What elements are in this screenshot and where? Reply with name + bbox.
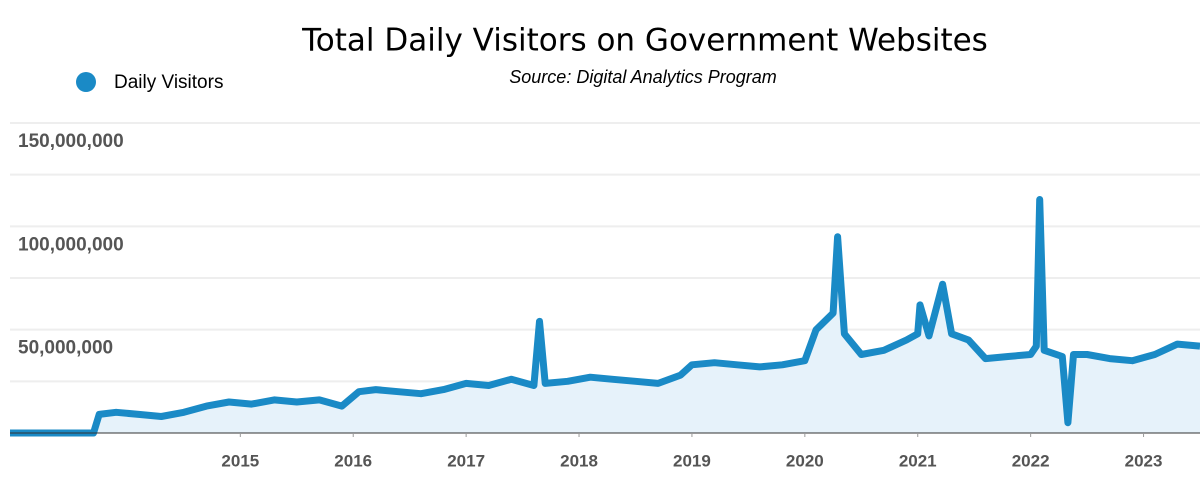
chart-title: Total Daily Visitors on Government Websi… <box>301 23 988 59</box>
legend-marker <box>76 72 96 92</box>
x-tick-label: 2023 <box>1125 451 1163 470</box>
y-tick-label: 100,000,000 <box>18 234 124 255</box>
x-tick-label: 2017 <box>447 451 485 470</box>
area <box>10 199 1200 433</box>
x-tick-label: 2021 <box>899 451 937 470</box>
line <box>10 196 1200 437</box>
x-tick-label: 2019 <box>673 451 711 470</box>
x-tick-label: 2016 <box>334 451 372 470</box>
x-tick-label: 2020 <box>786 451 824 470</box>
chart-subtitle: Source: Digital Analytics Program <box>509 67 776 87</box>
legend-label: Daily Visitors <box>114 72 223 93</box>
x-tick-label: 2015 <box>221 451 259 470</box>
y-tick-label: 50,000,000 <box>18 338 113 359</box>
x-tick-label: 2022 <box>1012 451 1050 470</box>
y-tick-label: 150,000,000 <box>18 131 124 152</box>
x-tick-label: 2018 <box>560 451 598 470</box>
